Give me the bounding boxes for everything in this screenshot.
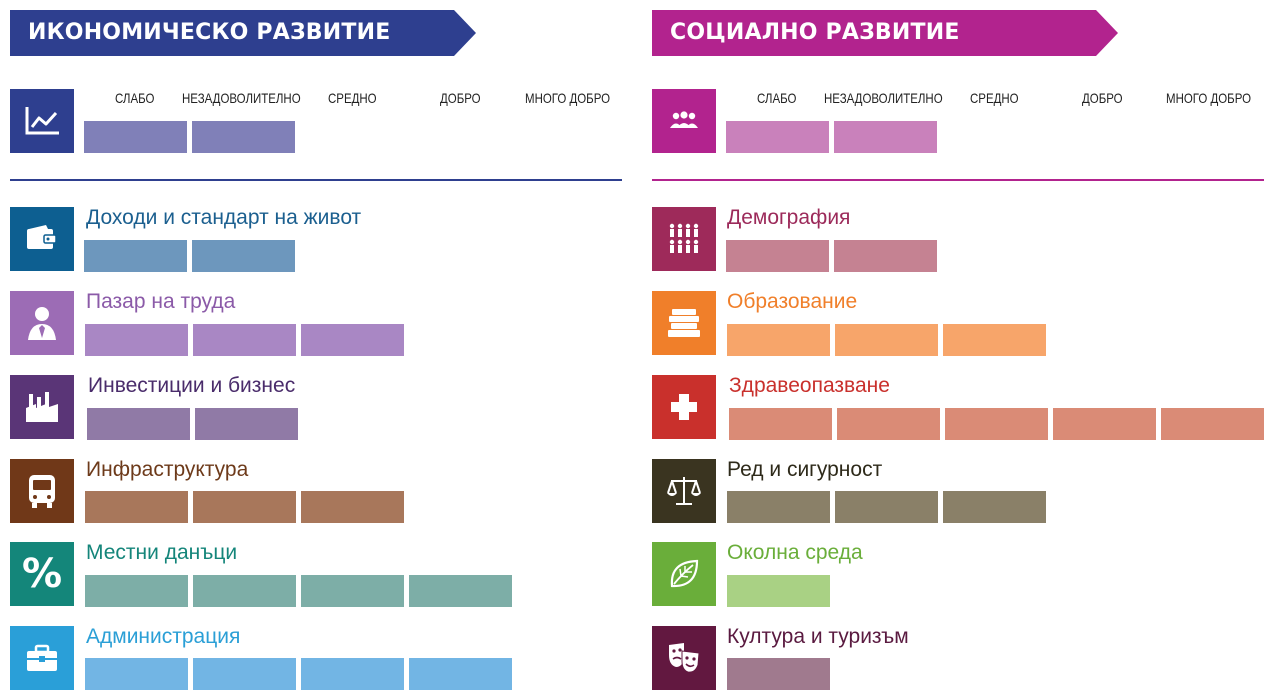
- rating-bar-segment: [301, 575, 404, 607]
- rating-bar-segment: [195, 408, 298, 440]
- rating-bar-segment: [85, 491, 188, 523]
- category-label-education: Образование: [727, 290, 858, 313]
- rating-bars: [727, 575, 1267, 607]
- medical-cross-icon: [652, 375, 716, 439]
- rating-bar-segment: [835, 491, 938, 523]
- section-title: ИКОНОМИЧЕСКО РАЗВИТИЕ: [28, 20, 391, 45]
- rating-bar-segment: [85, 324, 188, 356]
- rating-bar-segment: [727, 491, 830, 523]
- rating-bar-segment: [87, 408, 190, 440]
- rating-bar-segment: [834, 240, 937, 272]
- scale-label-good: ДОБРО: [1082, 90, 1123, 106]
- rating-bar-segment: [301, 324, 404, 356]
- wallet-icon: [10, 207, 74, 271]
- people-group-icon: [652, 89, 716, 153]
- category-label-administration: Администрация: [86, 625, 241, 648]
- rating-bar-segment: [193, 491, 296, 523]
- overall-rating-bars: [726, 121, 1266, 153]
- factory-icon: [10, 375, 74, 439]
- rating-bar-segment: [193, 324, 296, 356]
- social-banner: СОЦИАЛНО РАЗВИТИЕ: [652, 10, 1118, 56]
- percent-icon: %: [10, 542, 74, 606]
- rating-bars: [85, 658, 625, 690]
- rating-bars: [85, 575, 625, 607]
- rating-bar-segment: [726, 240, 829, 272]
- banner-arrow-shape: [10, 10, 476, 56]
- line-chart-icon: [10, 89, 74, 153]
- scale-label-poor: СЛАБО: [757, 90, 797, 106]
- scale-label-very-good: МНОГО ДОБРО: [525, 90, 611, 106]
- rating-bars: [85, 324, 625, 356]
- rating-bar-segment: [193, 658, 296, 690]
- category-label-culture-tourism: Култура и туризъм: [727, 625, 909, 648]
- rating-bars: [727, 491, 1267, 523]
- rating-bar-segment: [726, 121, 829, 153]
- rating-bar-segment: [945, 408, 1048, 440]
- scale-label-good: ДОБРО: [440, 90, 481, 106]
- section-title: СОЦИАЛНО РАЗВИТИЕ: [670, 20, 960, 45]
- scale-label-poor: СЛАБО: [115, 90, 155, 106]
- population-icon: [652, 207, 716, 271]
- rating-bar-segment: [727, 575, 830, 607]
- section-divider: [652, 179, 1264, 181]
- category-label-infrastructure: Инфраструктура: [86, 458, 249, 481]
- theater-masks-icon: [652, 626, 716, 690]
- rating-bar-segment: [301, 491, 404, 523]
- rating-bar-segment: [727, 324, 830, 356]
- economic-banner: ИКОНОМИЧЕСКО РАЗВИТИЕ: [10, 10, 476, 56]
- briefcase-icon: [10, 626, 74, 690]
- rating-bar-segment: [727, 658, 830, 690]
- category-label-environment: Околна среда: [727, 541, 863, 564]
- rating-bar-segment: [834, 121, 937, 153]
- scale-label-average: СРЕДНО: [970, 90, 1019, 106]
- rating-bars: [727, 658, 1267, 690]
- leaf-icon: [652, 542, 716, 606]
- rating-bar-segment: [192, 121, 295, 153]
- scale-label-very-good: МНОГО ДОБРО: [1166, 90, 1252, 106]
- overall-rating-bars: [84, 121, 624, 153]
- scales-icon: [652, 459, 716, 523]
- rating-bar-segment: [301, 658, 404, 690]
- books-icon: [652, 291, 716, 355]
- rating-bars: [727, 324, 1267, 356]
- rating-bar-segment: [943, 324, 1046, 356]
- rating-bar-segment: [84, 240, 187, 272]
- rating-bar-segment: [409, 575, 512, 607]
- rating-bars: [87, 408, 627, 440]
- rating-bar-segment: [409, 658, 512, 690]
- rating-bar-segment: [837, 408, 940, 440]
- rating-bars: [85, 491, 625, 523]
- rating-bar-segment: [835, 324, 938, 356]
- rating-bar-segment: [1053, 408, 1156, 440]
- rating-bars: [729, 408, 1269, 440]
- category-label-healthcare: Здравеопазване: [729, 374, 890, 397]
- section-divider: [10, 179, 622, 181]
- bus-icon: [10, 459, 74, 523]
- rating-bar-segment: [85, 575, 188, 607]
- category-label-income: Доходи и стандарт на живот: [86, 206, 362, 229]
- rating-bars: [84, 240, 624, 272]
- scale-label-average: СРЕДНО: [328, 90, 377, 106]
- worker-icon: [10, 291, 74, 355]
- scale-label-unsatisfactory: НЕЗАДОВОЛИТЕЛНО: [824, 90, 943, 106]
- rating-bar-segment: [943, 491, 1046, 523]
- rating-bar-segment: [729, 408, 832, 440]
- category-label-demography: Демография: [727, 206, 851, 229]
- category-label-local-taxes: Местни данъци: [86, 541, 238, 564]
- category-label-order-security: Ред и сигурност: [727, 458, 883, 481]
- scale-label-unsatisfactory: НЕЗАДОВОЛИТЕЛНО: [182, 90, 301, 106]
- category-label-investment: Инвестиции и бизнес: [88, 374, 296, 397]
- rating-bar-segment: [1161, 408, 1264, 440]
- rating-bars: [726, 240, 1266, 272]
- category-label-labor-market: Пазар на труда: [86, 290, 236, 313]
- rating-bar-segment: [192, 240, 295, 272]
- banner-arrow-shape: [652, 10, 1118, 56]
- rating-bar-segment: [84, 121, 187, 153]
- rating-bar-segment: [193, 575, 296, 607]
- rating-bar-segment: [85, 658, 188, 690]
